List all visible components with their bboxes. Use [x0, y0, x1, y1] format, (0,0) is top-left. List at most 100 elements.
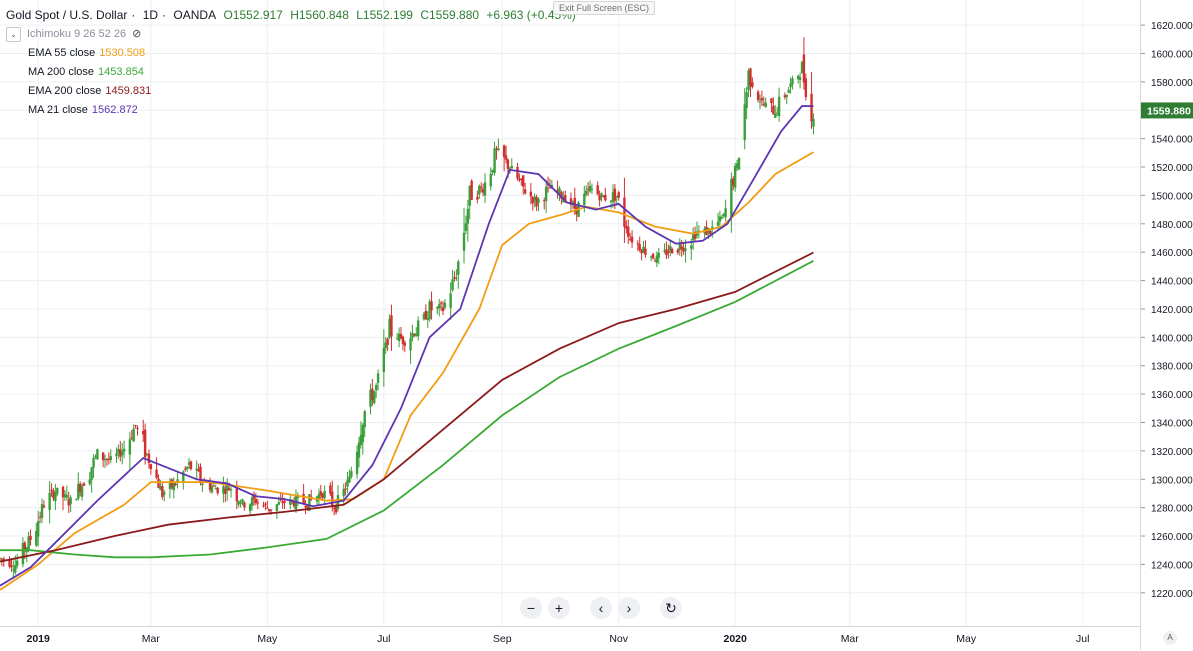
candle-body [491, 169, 494, 173]
candle-body [518, 178, 521, 181]
candle-body [61, 486, 65, 498]
candle-body [481, 189, 485, 193]
candle-body [359, 434, 363, 446]
candle-body [453, 277, 456, 279]
candle-body [329, 485, 332, 494]
reset-chart-button[interactable]: ↻ [660, 597, 682, 619]
candle-body [403, 342, 407, 346]
candle-body [462, 232, 466, 251]
price-axis[interactable]: 1220.000 1240.000 1260.000 1280.000 1300.000… [1140, 0, 1193, 650]
candle-body [772, 106, 775, 115]
candle-body [464, 223, 468, 231]
candle-body [506, 159, 510, 169]
candle-body [63, 494, 67, 498]
candle-body [787, 89, 790, 93]
chart-area[interactable] [0, 0, 1140, 626]
price-tick-label: 1360.000 [1151, 390, 1193, 401]
candle-body [222, 486, 225, 494]
interval-label[interactable]: 1D [142, 8, 159, 22]
candle-body [210, 486, 214, 493]
candle-body [751, 82, 754, 87]
candle-body [732, 178, 735, 186]
candle-body [269, 509, 273, 511]
candle-body [67, 499, 70, 506]
candle-body [439, 302, 443, 304]
candle-body [48, 492, 51, 511]
candle-body [304, 506, 307, 508]
symbol-name[interactable]: Gold Spot / U.S. Dollar [6, 8, 128, 22]
candle-body [189, 461, 193, 470]
zoom-in-button[interactable]: + [548, 597, 570, 619]
ichimoku-row[interactable]: ⌄ Ichimoku 9 26 52 26 ⊘ [6, 25, 580, 44]
candle-body [208, 482, 212, 491]
candle-body [724, 208, 727, 218]
exit-fullscreen-button[interactable]: Exit Full Screen (ESC) [553, 1, 656, 15]
indicator-label: MA 21 close [28, 104, 88, 116]
candle-body [709, 230, 712, 235]
price-plot[interactable] [0, 0, 1140, 626]
candle-body [355, 451, 359, 475]
collapse-toggle-icon[interactable]: ⌄ [6, 27, 21, 42]
price-tick-label: 1300.000 [1151, 475, 1193, 486]
candle-body [88, 479, 91, 484]
candle-body [348, 476, 351, 483]
candle-body [397, 333, 401, 342]
price-tick-label: 1580.000 [1151, 78, 1193, 89]
indicator-row[interactable]: MA 21 close 1562.872 [6, 101, 580, 120]
candle-body [617, 192, 620, 198]
price-tick-label: 1320.000 [1151, 447, 1193, 458]
candle-body [399, 334, 403, 339]
candle-body [758, 101, 762, 103]
time-axis[interactable]: 2019 Mar May Jul Sep Nov 2020 Mar May Jul [0, 626, 1140, 650]
price-axis-labels: 1220.000 1240.000 1260.000 1280.000 1300.000… [1141, 21, 1193, 600]
zoom-out-button[interactable]: − [520, 597, 542, 619]
candle-body [441, 307, 445, 312]
candle-body [75, 499, 78, 501]
series-line [0, 105, 814, 587]
candle-body [615, 195, 618, 197]
candle-body [497, 148, 500, 151]
candle-body [35, 530, 38, 546]
candle-body [630, 236, 634, 243]
candle-body [443, 302, 447, 308]
candle-body [115, 453, 118, 457]
candle-body [623, 197, 626, 227]
high-value: H1560.848 [290, 8, 349, 22]
hidden-eye-icon[interactable]: ⊘ [132, 28, 142, 40]
candle-body [248, 504, 252, 512]
time-tick-label: 2020 [723, 633, 747, 645]
candle-body [40, 504, 44, 518]
candle-body [730, 178, 733, 217]
price-tick-label: 1280.000 [1151, 504, 1193, 515]
candle-body [357, 442, 361, 458]
candle-body [163, 492, 166, 495]
indicator-row[interactable]: MA 200 close 1453.854 [6, 63, 580, 82]
ichimoku-label[interactable]: Ichimoku 9 26 52 26 [27, 28, 127, 40]
time-tick-label: Jul [1076, 633, 1089, 645]
scroll-right-button[interactable]: › [618, 597, 640, 619]
price-tick-label: 1240.000 [1151, 560, 1193, 571]
candle-body [636, 243, 639, 245]
auto-scale-button[interactable]: A [1163, 631, 1177, 645]
symbol-header: Gold Spot / U.S. Dollar · 1D · OANDA O1552… [6, 8, 576, 22]
candle-body [374, 384, 378, 391]
candle-body [82, 483, 86, 486]
time-tick-label: Nov [609, 633, 628, 645]
chart-navigation-bar: − + ‹ › ↻ [520, 597, 682, 619]
candle-body [107, 458, 111, 460]
candle-body [426, 318, 429, 321]
candle-body [264, 503, 267, 505]
candle-body [159, 486, 162, 491]
candle-body [323, 490, 326, 498]
candle-body [187, 462, 191, 465]
candle-body [56, 487, 59, 494]
candle-body [585, 190, 588, 195]
indicator-row[interactable]: EMA 55 close 1530.508 [6, 44, 580, 63]
candle-body [371, 388, 374, 401]
scroll-left-button[interactable]: ‹ [590, 597, 612, 619]
candle-body [533, 196, 536, 201]
indicator-row[interactable]: EMA 200 close 1459.831 [6, 82, 580, 101]
candle-body [0, 558, 2, 560]
candle-body [174, 483, 177, 486]
last-price-badge [1141, 102, 1193, 119]
